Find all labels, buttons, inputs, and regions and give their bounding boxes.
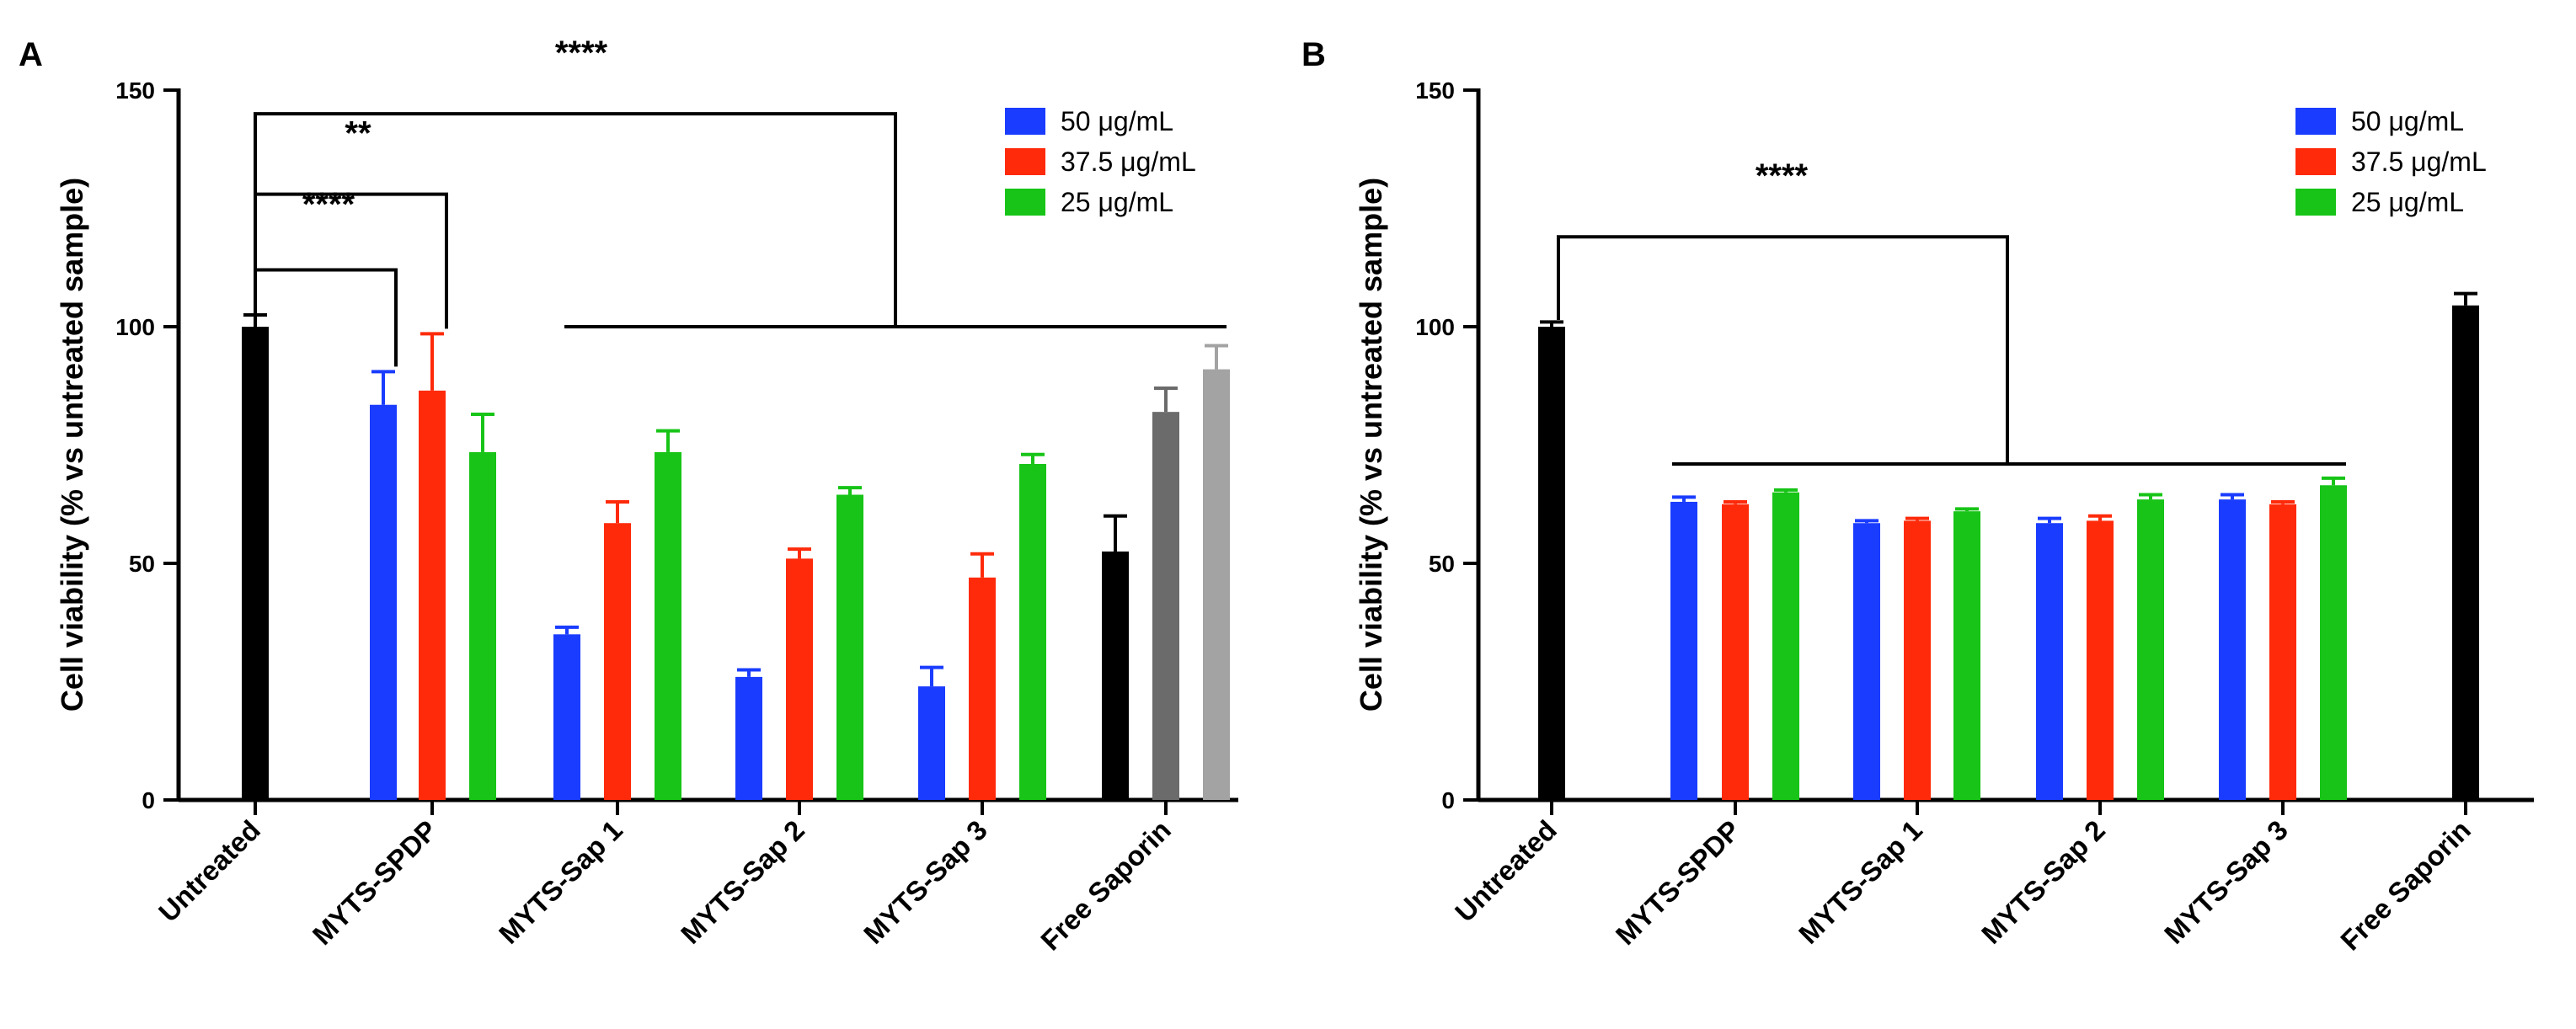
x-tick-label: MYTS-Sap 2: [675, 814, 810, 950]
significance-bracket: [254, 112, 897, 327]
legend-label: 37.5 μg/mL: [1061, 147, 1196, 177]
bar: [1538, 327, 1565, 800]
legend-swatch: [2295, 189, 2336, 216]
bar: [1102, 551, 1129, 800]
x-tick-label: MYTS-Sap 1: [493, 814, 628, 950]
bar: [1953, 511, 1980, 800]
bar: [969, 577, 996, 800]
legend-swatch: [2295, 108, 2336, 135]
bar: [2087, 520, 2114, 800]
bar: [1203, 369, 1230, 800]
bar: [786, 558, 813, 800]
legend-label: 50 μg/mL: [1061, 106, 1173, 136]
legend-swatch: [2295, 148, 2336, 175]
x-tick-label: Free Saporin: [2334, 814, 2477, 957]
significance-label: ****: [302, 186, 355, 223]
legend-swatch: [1005, 108, 1045, 135]
panel-b: B Cell viability (% vs untreated sample) 0…: [1301, 36, 2534, 957]
panel-a: A Cell viability (% vs untreated sample) 0…: [19, 35, 1238, 957]
legend-swatch: [1005, 148, 1045, 175]
significance-label: **: [345, 115, 371, 152]
x-tick-label: MYTS-Sap 3: [858, 814, 993, 950]
legend-label: 37.5 μg/mL: [2351, 147, 2487, 177]
bar: [1019, 463, 1046, 800]
significance-label: ****: [555, 35, 608, 72]
bar: [2137, 499, 2164, 800]
bar: [1722, 504, 1749, 800]
bar: [242, 327, 269, 800]
bar: [918, 686, 945, 800]
y-tick-label: 150: [1415, 77, 1455, 104]
bar: [836, 494, 863, 800]
x-tick-label: MYTS-Sap 2: [1975, 814, 2111, 950]
x-tick-label: MYTS-SPDP: [307, 814, 443, 951]
panel-label: A: [19, 36, 43, 73]
x-tick-label: MYTS-Sap 1: [1793, 814, 1928, 950]
bar: [1853, 523, 1880, 800]
bar: [419, 390, 446, 800]
x-tick-label: Untreated: [1449, 814, 1563, 928]
legend-label: 50 μg/mL: [2351, 106, 2464, 136]
y-tick-label: 50: [1429, 551, 1455, 577]
bar: [469, 451, 496, 800]
y-tick-label: 150: [115, 77, 155, 104]
significance-label: ****: [1756, 157, 1809, 195]
x-tick-label: MYTS-Sap 3: [2158, 814, 2294, 950]
bar: [2452, 305, 2479, 801]
legend-label: 25 μg/mL: [1061, 187, 1173, 217]
y-tick-label: 0: [1441, 787, 1455, 813]
legend-label: 25 μg/mL: [2351, 187, 2464, 217]
bar: [1772, 492, 1799, 800]
bar: [604, 523, 631, 800]
bar: [2219, 499, 2246, 800]
bar: [553, 634, 580, 800]
panel-label: B: [1301, 36, 1326, 73]
bar: [370, 404, 397, 800]
x-tick-label: Free Saporin: [1034, 814, 1177, 957]
y-axis-label: Cell viability (% vs untreated sample): [55, 178, 89, 712]
y-tick-label: 50: [129, 551, 155, 577]
bar: [2269, 504, 2296, 800]
legend-swatch: [1005, 189, 1045, 216]
significance-bracket: [1557, 235, 2009, 464]
y-tick-label: 0: [142, 787, 155, 813]
x-tick-label: Untreated: [152, 814, 266, 928]
bar: [2320, 485, 2347, 800]
bar: [2036, 523, 2063, 800]
bar: [1904, 520, 1931, 800]
bar: [1670, 501, 1697, 800]
x-tick-label: MYTS-SPDP: [1610, 814, 1746, 951]
bar: [1152, 412, 1179, 800]
significance-bracket: [254, 268, 398, 367]
y-tick-label: 100: [115, 314, 155, 340]
y-tick-label: 100: [1415, 314, 1455, 340]
y-axis-label: Cell viability (% vs untreated sample): [1354, 178, 1388, 712]
bar: [735, 676, 762, 800]
bar: [655, 451, 681, 800]
